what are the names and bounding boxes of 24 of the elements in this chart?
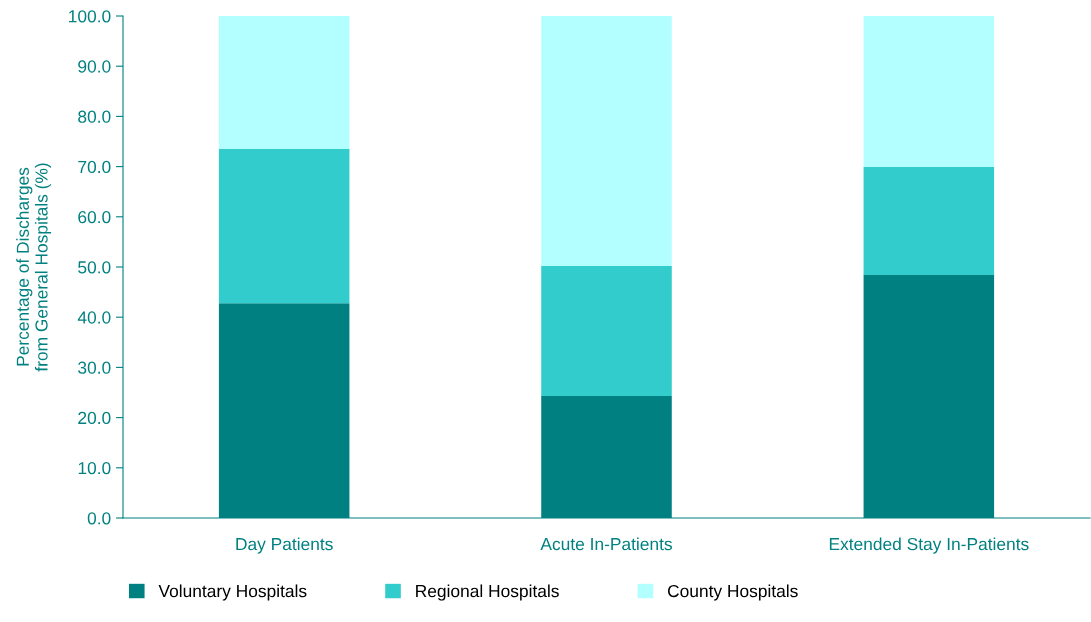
y-tick-label: 80.0 <box>78 110 111 123</box>
y-tick-label: 70.0 <box>78 160 111 174</box>
legend-label: Regional Hospitals <box>416 584 559 601</box>
y-tick-label: 100.0 <box>69 10 111 23</box>
y-tick-label: 20.0 <box>78 411 111 425</box>
bar <box>863 16 995 168</box>
bar <box>541 16 672 266</box>
y-tick-label: 0.0 <box>87 512 111 525</box>
y-tick-label: 90.0 <box>78 60 111 73</box>
bar <box>218 16 350 150</box>
y-tick-label: 50.0 <box>78 261 111 274</box>
legend-label: County Hospitals <box>667 584 798 601</box>
x-tick-label: Extended Stay In-Patients <box>829 537 1029 554</box>
x-tick-label: Day Patients <box>236 537 333 554</box>
y-axis-title: Percentage of Discharges from General Hospitals (%) <box>16 163 52 372</box>
y-tick-label: 10.0 <box>78 461 111 475</box>
x-tick-label: Acute In-Patients <box>540 537 672 551</box>
y-tick-label: 40.0 <box>77 311 111 324</box>
bar <box>218 149 350 304</box>
legend-label: Voluntary Hospitals <box>158 584 307 601</box>
y-tick-label: 30.0 <box>78 361 111 374</box>
bar <box>541 266 672 397</box>
bar <box>863 167 995 276</box>
y-tick-label: 60.0 <box>78 210 111 224</box>
